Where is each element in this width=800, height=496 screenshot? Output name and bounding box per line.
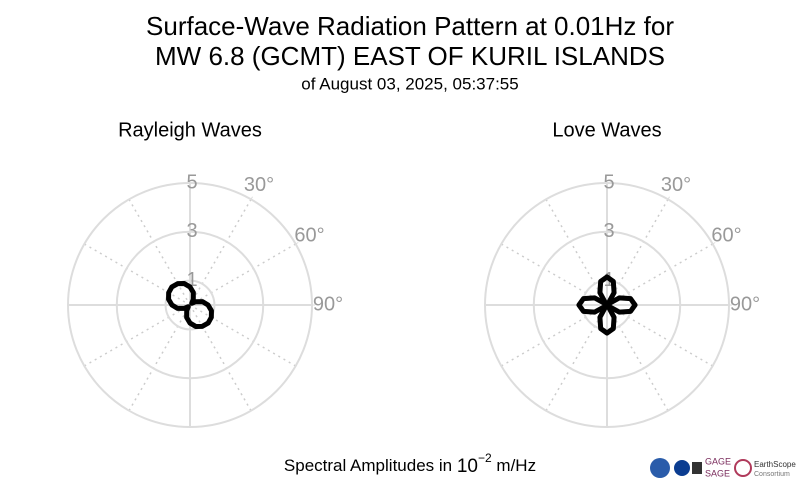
subtitle: of August 03, 2025, 05:37:55 (301, 74, 518, 93)
theta-tick (712, 242, 716, 245)
polar-title: Rayleigh Waves (118, 119, 262, 141)
logo-icon (692, 462, 702, 474)
logo-text: GAGE (705, 456, 731, 466)
logos: GAGE SAGE EarthScope Consortium (650, 456, 796, 478)
logo-icon (734, 459, 752, 477)
spoke (606, 243, 714, 306)
logo-icon (674, 460, 690, 476)
theta-tick (250, 196, 253, 200)
r-tick-label: 3 (603, 220, 614, 242)
theta-tick-label: 60° (711, 224, 741, 246)
radiation-pattern (166, 281, 214, 329)
theta-tick-label: 60° (294, 224, 324, 246)
spoke (83, 304, 191, 367)
theta-tick (295, 242, 299, 245)
grid-circle (581, 279, 633, 331)
title-line: Surface-Wave Radiation Pattern at 0.01Hz… (146, 11, 674, 41)
logo-text: EarthScope (754, 460, 796, 469)
footer-base: 10 (457, 456, 478, 477)
theta-tick-label: 90° (313, 293, 343, 315)
footer-exponent: −2 (478, 451, 492, 465)
spoke (500, 304, 608, 367)
spoke (545, 304, 608, 412)
theta-tick-label: 30° (244, 174, 274, 196)
radiation-pattern (576, 274, 638, 336)
grid-circle (115, 230, 265, 380)
spoke (606, 304, 669, 412)
polar-title: Love Waves (552, 119, 661, 141)
spoke (545, 198, 608, 306)
logo-text: Consortium (754, 471, 790, 478)
spoke (189, 243, 297, 306)
r-tick-label: 3 (186, 220, 197, 242)
spoke (500, 243, 608, 306)
footer-unit: m/Hz (496, 456, 536, 475)
spoke (606, 304, 714, 367)
spoke (128, 304, 191, 412)
r-tick-label: 5 (186, 171, 197, 193)
theta-tick (667, 196, 670, 200)
spoke (189, 304, 252, 412)
spoke (606, 198, 669, 306)
spoke (128, 198, 191, 306)
logo-text: SAGE (705, 468, 730, 478)
footer: Spectral Amplitudes in 10−2 m/Hz (284, 448, 536, 477)
spoke (83, 243, 191, 306)
grid-circle (532, 230, 682, 380)
title-line: MW 6.8 (GCMT) EAST OF KURIL ISLANDS (155, 41, 665, 71)
theta-tick-label: 90° (730, 293, 760, 315)
r-tick-label: 5 (603, 171, 614, 193)
logo-icon (650, 458, 670, 478)
theta-tick-label: 30° (661, 174, 691, 196)
r-tick-label: 1 (186, 269, 197, 291)
spoke (189, 304, 297, 367)
spoke (189, 198, 252, 306)
grid-circle (164, 279, 216, 331)
footer-text: Spectral Amplitudes in (284, 456, 452, 475)
